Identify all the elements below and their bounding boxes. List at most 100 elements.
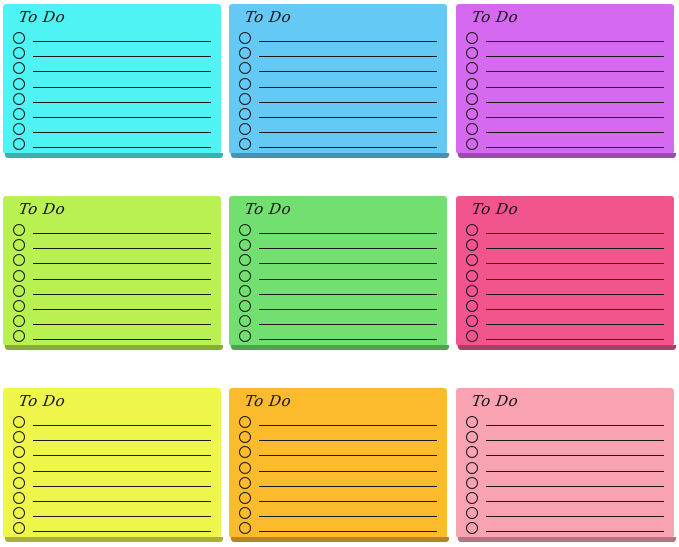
checkbox-circle-icon (466, 47, 478, 60)
note-title: To Do (17, 200, 67, 218)
writing-line (33, 248, 211, 250)
checkbox-circle-icon (239, 300, 251, 312)
todo-row (466, 224, 664, 238)
checkbox-circle-icon (466, 507, 478, 520)
checkbox-circle-icon (13, 507, 25, 520)
todo-row (239, 224, 437, 238)
todo-row (466, 461, 664, 476)
checkbox-circle-icon (239, 492, 251, 504)
checkbox-circle-icon (466, 224, 478, 236)
todo-row (239, 32, 437, 46)
checkbox-circle-icon (13, 32, 25, 44)
todo-note: To Do (456, 4, 676, 158)
checkbox-circle-icon (466, 138, 478, 151)
todo-row (13, 269, 211, 284)
checkbox-circle-icon (466, 92, 478, 105)
checkbox-circle-icon (239, 62, 251, 75)
writing-line (259, 324, 437, 326)
todo-row (239, 254, 437, 268)
note-title: To Do (17, 392, 67, 410)
note-edge (231, 345, 449, 350)
todo-row (239, 62, 437, 76)
todo-row (466, 446, 664, 460)
todo-row (13, 77, 211, 92)
writing-line (33, 147, 211, 149)
writing-line (486, 71, 664, 73)
todo-row (239, 315, 437, 329)
note-edge (5, 345, 223, 350)
writing-line (33, 41, 211, 42)
todo-row (466, 476, 664, 491)
todo-row (466, 315, 664, 329)
writing-line (33, 516, 211, 518)
checkbox-circle-icon (466, 522, 478, 535)
checkbox-circle-icon (239, 416, 251, 428)
todo-row (466, 416, 664, 430)
writing-line (33, 531, 211, 533)
checkbox-circle-icon (13, 239, 25, 252)
todo-row (13, 507, 211, 521)
todo-row (13, 446, 211, 460)
checkbox-circle-icon (13, 108, 25, 120)
todo-note: To Do (3, 388, 223, 542)
todo-row (466, 254, 664, 268)
writing-line (259, 440, 437, 442)
todo-row (13, 492, 211, 506)
writing-line (33, 309, 211, 310)
note-title: To Do (470, 200, 520, 218)
checkbox-circle-icon (13, 330, 25, 343)
writing-line (486, 132, 664, 134)
writing-line (259, 278, 437, 280)
todo-row (466, 77, 664, 92)
note-edge (231, 153, 449, 158)
todo-row (13, 62, 211, 76)
todo-note: To Do (229, 196, 449, 350)
writing-line (33, 455, 211, 457)
checkbox-circle-icon (239, 92, 251, 105)
todo-row (13, 330, 211, 344)
todo-row (239, 476, 437, 491)
writing-line (259, 147, 437, 149)
note-title: To Do (243, 392, 293, 410)
todo-row (466, 330, 664, 344)
todo-note: To Do (3, 4, 223, 158)
todo-row (466, 123, 664, 137)
note-title: To Do (470, 8, 520, 26)
todo-row (239, 416, 437, 430)
todo-row (466, 108, 664, 122)
writing-line (259, 501, 437, 502)
todo-row (13, 92, 211, 107)
note-edge (5, 153, 223, 158)
todo-row (239, 522, 437, 536)
checkbox-circle-icon (239, 138, 251, 151)
writing-line (486, 147, 664, 149)
todo-row (13, 416, 211, 430)
checkbox-circle-icon (466, 284, 478, 297)
todo-row (13, 32, 211, 46)
todo-row (239, 284, 437, 299)
writing-line (259, 425, 437, 426)
writing-line (259, 248, 437, 250)
writing-line (486, 324, 664, 326)
todo-note: To Do (3, 196, 223, 350)
writing-line (259, 71, 437, 73)
todo-row (466, 62, 664, 76)
checkbox-circle-icon (466, 108, 478, 120)
writing-line (486, 470, 664, 472)
checkbox-circle-icon (13, 431, 25, 444)
writing-line (486, 233, 664, 234)
checkbox-circle-icon (239, 446, 251, 459)
todo-row (466, 92, 664, 107)
todo-row (239, 92, 437, 107)
checkbox-circle-icon (466, 492, 478, 504)
checkbox-circle-icon (466, 123, 478, 136)
writing-line (33, 117, 211, 118)
todo-row (13, 254, 211, 268)
checkbox-circle-icon (13, 269, 25, 282)
checkbox-circle-icon (466, 300, 478, 312)
note-title: To Do (17, 8, 67, 26)
writing-line (486, 117, 664, 118)
checkbox-circle-icon (466, 77, 478, 90)
checkbox-circle-icon (239, 507, 251, 520)
todo-row (13, 123, 211, 137)
